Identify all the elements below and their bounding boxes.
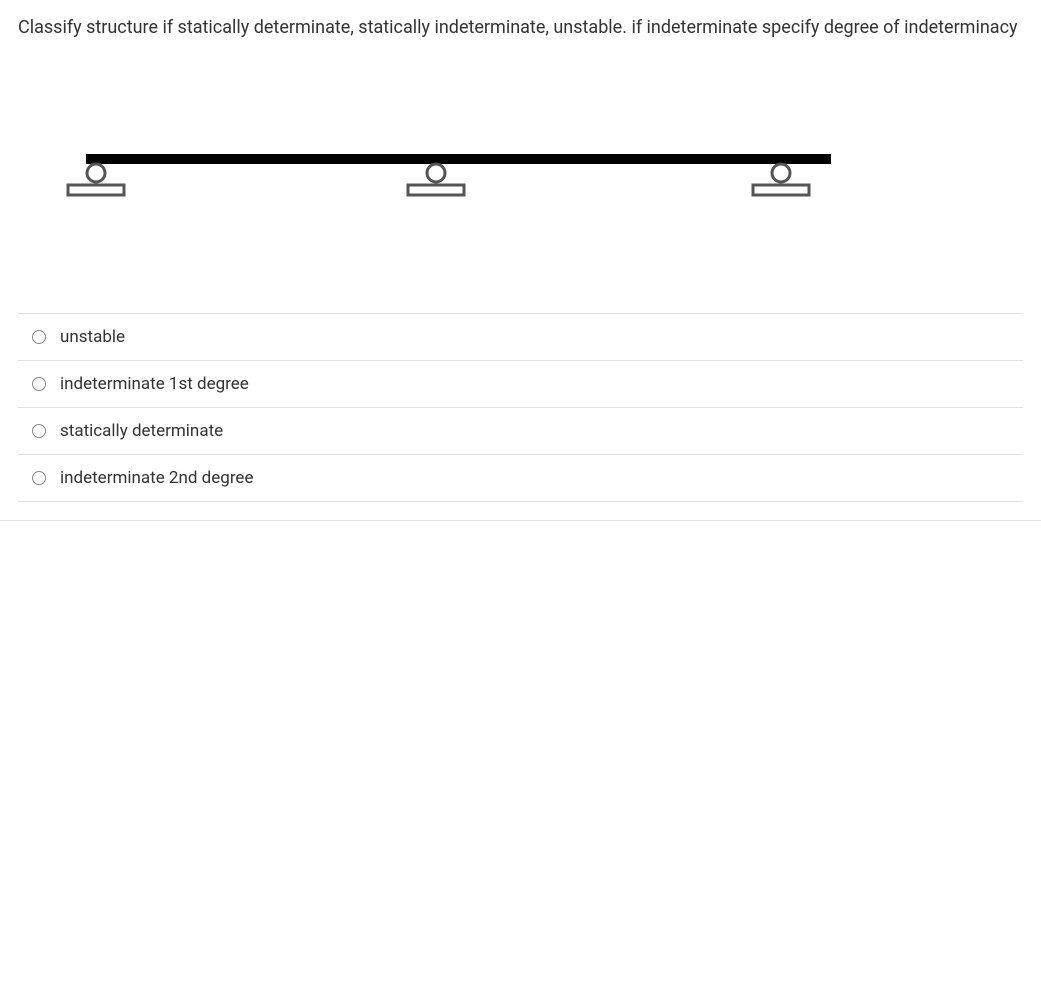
- question-prompt: Classify structure if statically determi…: [18, 14, 1023, 43]
- roller-circle-icon: [87, 164, 105, 182]
- roller-circle-icon: [772, 164, 790, 182]
- roller-circle-icon: [427, 164, 445, 182]
- radio-icon: [32, 330, 46, 344]
- beam-svg: [56, 143, 876, 213]
- radio-icon: [32, 377, 46, 391]
- radio-icon: [32, 471, 46, 485]
- section-divider: [0, 520, 1041, 521]
- option-indeterminate-2nd[interactable]: indeterminate 2nd degree: [18, 455, 1023, 502]
- roller-base-icon: [753, 185, 809, 195]
- beam-diagram: [18, 143, 1023, 213]
- answer-options: unstable indeterminate 1st degree static…: [18, 313, 1023, 502]
- option-label: indeterminate 1st degree: [60, 374, 249, 394]
- option-unstable[interactable]: unstable: [18, 314, 1023, 361]
- beam-bar: [86, 154, 831, 164]
- radio-icon: [32, 424, 46, 438]
- option-label: statically determinate: [60, 421, 223, 441]
- option-indeterminate-1st[interactable]: indeterminate 1st degree: [18, 361, 1023, 408]
- option-statically-determinate[interactable]: statically determinate: [18, 408, 1023, 455]
- option-label: indeterminate 2nd degree: [60, 468, 253, 488]
- roller-base-icon: [408, 185, 464, 195]
- option-label: unstable: [60, 327, 125, 347]
- roller-base-icon: [68, 185, 124, 195]
